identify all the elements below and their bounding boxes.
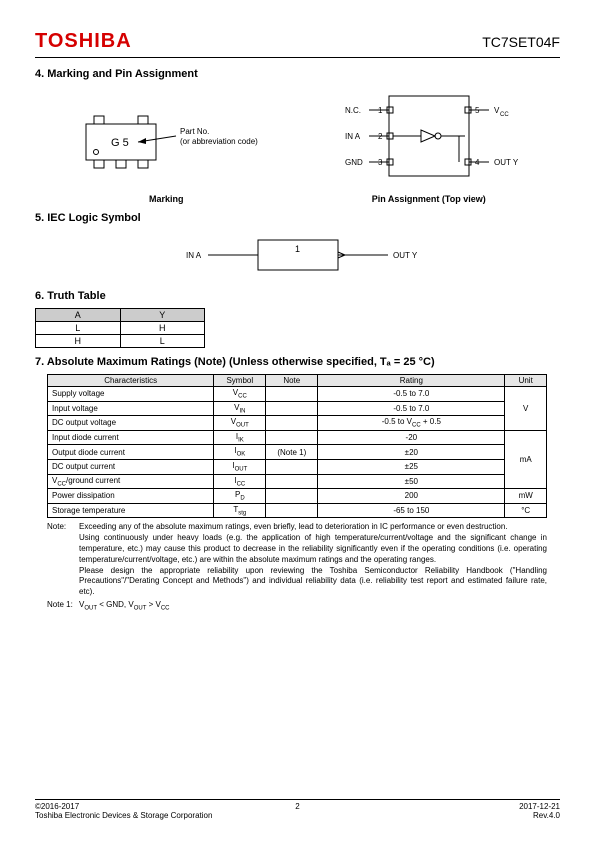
partno-text1: Part No. [180, 127, 209, 136]
page-header: TOSHIBA TC7SET04F [35, 30, 560, 58]
pin-assignment-diagram: N.C.1 IN A2 GND3 5VCC 4OUT Y Pin Assignm… [329, 86, 529, 204]
svg-text:5: 5 [475, 106, 480, 115]
note1-label: Note 1: [47, 600, 79, 613]
marking-svg: G 5 Part No. (or abbreviation code) [66, 96, 266, 186]
truth-table: AY LH HL [35, 308, 205, 348]
partno-text2: (or abbreviation code) [180, 137, 258, 146]
svg-text:N.C.: N.C. [345, 106, 361, 115]
page-footer: ©2016-2017 Toshiba Electronic Devices & … [35, 799, 560, 820]
svg-text:1: 1 [295, 244, 300, 254]
ratings-table: Characteristics Symbol Note Rating Unit … [47, 374, 547, 518]
iec-diagram: IN A OUT Y 1 [35, 230, 560, 282]
svg-text:3: 3 [378, 158, 383, 167]
note-p1: Exceeding any of the absolute maximum ra… [79, 522, 547, 533]
svg-text:GND: GND [345, 158, 363, 167]
svg-text:OUT Y: OUT Y [494, 158, 519, 167]
part-number: TC7SET04F [482, 34, 560, 50]
marking-diagram: G 5 Part No. (or abbreviation code) Mark… [66, 96, 266, 204]
diagrams-row: G 5 Part No. (or abbreviation code) Mark… [35, 86, 560, 204]
svg-text:1: 1 [378, 106, 383, 115]
toshiba-logo: TOSHIBA [35, 30, 132, 53]
footer-page: 2 [295, 802, 299, 811]
pin-svg: N.C.1 IN A2 GND3 5VCC 4OUT Y [329, 86, 529, 186]
note-p3: Please design the appropriate reliabilit… [47, 566, 547, 598]
footer-left: ©2016-2017 Toshiba Electronic Devices & … [35, 802, 212, 820]
truth-header-y: Y [120, 309, 205, 322]
note-p2: Using continuously under heavy loads (e.… [47, 533, 547, 565]
marking-label: G 5 [111, 137, 129, 149]
svg-text:CC: CC [500, 112, 509, 118]
svg-text:IN A: IN A [186, 251, 202, 260]
section-7-title: 7. Absolute Maximum Ratings (Note) (Unle… [35, 356, 560, 368]
svg-text:OUT Y: OUT Y [393, 251, 418, 260]
pin-caption: Pin Assignment (Top view) [329, 194, 529, 204]
notes-block: Note:Exceeding any of the absolute maxim… [47, 522, 547, 612]
footer-right: 2017-12-21 Rev.4.0 [519, 802, 560, 820]
section-5-title: 5. IEC Logic Symbol [35, 212, 560, 224]
svg-text:4: 4 [475, 158, 480, 167]
section-6-title: 6. Truth Table [35, 290, 560, 302]
note-label: Note: [47, 522, 79, 533]
truth-header-a: A [36, 309, 121, 322]
section-4-title: 4. Marking and Pin Assignment [35, 68, 560, 80]
marking-caption: Marking [66, 194, 266, 204]
svg-text:2: 2 [378, 132, 383, 141]
note1-text: VOUT < GND, VOUT > VCC [79, 600, 547, 613]
svg-text:IN A: IN A [345, 132, 361, 141]
